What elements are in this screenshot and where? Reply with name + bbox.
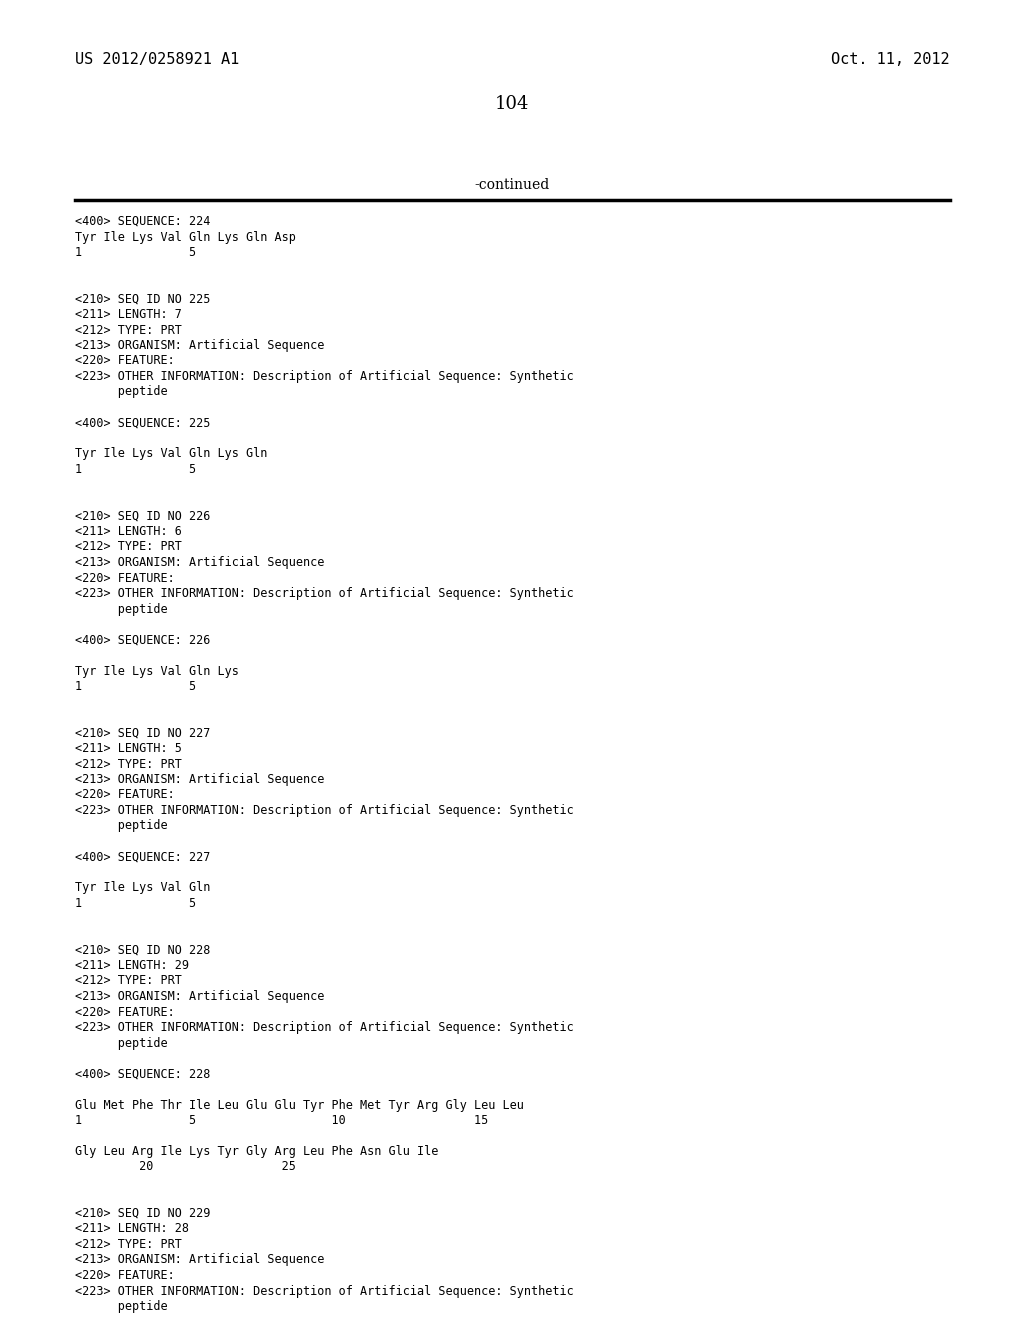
Text: Oct. 11, 2012: Oct. 11, 2012 [831,51,950,67]
Text: peptide: peptide [75,602,168,615]
Text: <210> SEQ ID NO 228: <210> SEQ ID NO 228 [75,944,210,957]
Text: <212> TYPE: PRT: <212> TYPE: PRT [75,758,182,771]
Text: <223> OTHER INFORMATION: Description of Artificial Sequence: Synthetic: <223> OTHER INFORMATION: Description of … [75,370,573,383]
Text: <210> SEQ ID NO 225: <210> SEQ ID NO 225 [75,293,210,305]
Text: 1               5: 1 5 [75,463,197,477]
Text: 1               5                   10                  15: 1 5 10 15 [75,1114,488,1127]
Text: 104: 104 [495,95,529,114]
Text: peptide: peptide [75,385,168,399]
Text: peptide: peptide [75,1300,168,1313]
Text: <211> LENGTH: 28: <211> LENGTH: 28 [75,1222,189,1236]
Text: peptide: peptide [75,820,168,833]
Text: <212> TYPE: PRT: <212> TYPE: PRT [75,974,182,987]
Text: <211> LENGTH: 7: <211> LENGTH: 7 [75,308,182,321]
Text: <210> SEQ ID NO 227: <210> SEQ ID NO 227 [75,726,210,739]
Text: <212> TYPE: PRT: <212> TYPE: PRT [75,1238,182,1251]
Text: <210> SEQ ID NO 229: <210> SEQ ID NO 229 [75,1206,210,1220]
Text: <220> FEATURE:: <220> FEATURE: [75,788,175,801]
Text: Tyr Ile Lys Val Gln: Tyr Ile Lys Val Gln [75,882,210,895]
Text: <223> OTHER INFORMATION: Description of Artificial Sequence: Synthetic: <223> OTHER INFORMATION: Description of … [75,804,573,817]
Text: <210> SEQ ID NO 226: <210> SEQ ID NO 226 [75,510,210,523]
Text: Gly Leu Arg Ile Lys Tyr Gly Arg Leu Phe Asn Glu Ile: Gly Leu Arg Ile Lys Tyr Gly Arg Leu Phe … [75,1144,438,1158]
Text: <400> SEQUENCE: 227: <400> SEQUENCE: 227 [75,850,210,863]
Text: 1               5: 1 5 [75,680,197,693]
Text: <223> OTHER INFORMATION: Description of Artificial Sequence: Synthetic: <223> OTHER INFORMATION: Description of … [75,1020,573,1034]
Text: 20                  25: 20 25 [75,1160,296,1173]
Text: <213> ORGANISM: Artificial Sequence: <213> ORGANISM: Artificial Sequence [75,1254,325,1266]
Text: <212> TYPE: PRT: <212> TYPE: PRT [75,323,182,337]
Text: <223> OTHER INFORMATION: Description of Artificial Sequence: Synthetic: <223> OTHER INFORMATION: Description of … [75,1284,573,1298]
Text: Tyr Ile Lys Val Gln Lys Gln: Tyr Ile Lys Val Gln Lys Gln [75,447,267,461]
Text: <223> OTHER INFORMATION: Description of Artificial Sequence: Synthetic: <223> OTHER INFORMATION: Description of … [75,587,573,601]
Text: US 2012/0258921 A1: US 2012/0258921 A1 [75,51,240,67]
Text: <220> FEATURE:: <220> FEATURE: [75,1006,175,1019]
Text: Tyr Ile Lys Val Gln Lys: Tyr Ile Lys Val Gln Lys [75,664,239,677]
Text: <400> SEQUENCE: 226: <400> SEQUENCE: 226 [75,634,210,647]
Text: <220> FEATURE:: <220> FEATURE: [75,1269,175,1282]
Text: <211> LENGTH: 6: <211> LENGTH: 6 [75,525,182,539]
Text: <400> SEQUENCE: 228: <400> SEQUENCE: 228 [75,1068,210,1081]
Text: Tyr Ile Lys Val Gln Lys Gln Asp: Tyr Ile Lys Val Gln Lys Gln Asp [75,231,296,243]
Text: <400> SEQUENCE: 224: <400> SEQUENCE: 224 [75,215,210,228]
Text: <400> SEQUENCE: 225: <400> SEQUENCE: 225 [75,417,210,429]
Text: 1               5: 1 5 [75,246,197,259]
Text: <220> FEATURE:: <220> FEATURE: [75,355,175,367]
Text: <213> ORGANISM: Artificial Sequence: <213> ORGANISM: Artificial Sequence [75,339,325,352]
Text: <213> ORGANISM: Artificial Sequence: <213> ORGANISM: Artificial Sequence [75,556,325,569]
Text: Glu Met Phe Thr Ile Leu Glu Glu Tyr Phe Met Tyr Arg Gly Leu Leu: Glu Met Phe Thr Ile Leu Glu Glu Tyr Phe … [75,1098,524,1111]
Text: <212> TYPE: PRT: <212> TYPE: PRT [75,540,182,553]
Text: peptide: peptide [75,1036,168,1049]
Text: -continued: -continued [474,178,550,191]
Text: <211> LENGTH: 5: <211> LENGTH: 5 [75,742,182,755]
Text: <220> FEATURE:: <220> FEATURE: [75,572,175,585]
Text: 1               5: 1 5 [75,898,197,909]
Text: <211> LENGTH: 29: <211> LENGTH: 29 [75,960,189,972]
Text: <213> ORGANISM: Artificial Sequence: <213> ORGANISM: Artificial Sequence [75,990,325,1003]
Text: <213> ORGANISM: Artificial Sequence: <213> ORGANISM: Artificial Sequence [75,774,325,785]
